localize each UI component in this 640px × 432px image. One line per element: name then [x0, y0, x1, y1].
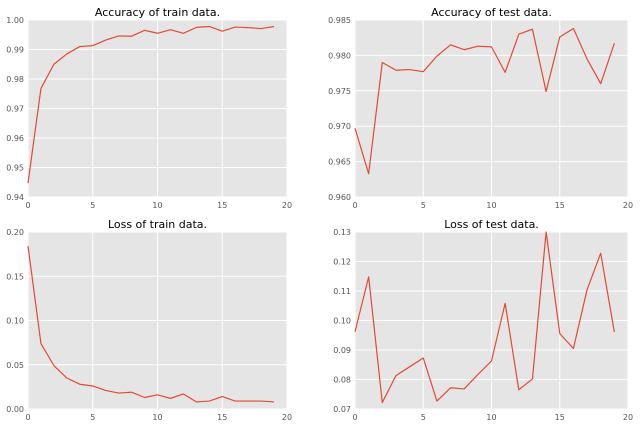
panel-train-accuracy: 0 5 10 15 20 0.94 0.95 0.96 0.97 0.98 0.99 1.00 Ac…	[6, 6, 292, 210]
x-tick-label: 15	[555, 413, 565, 422]
series-line	[354, 231, 615, 404]
y-tick-label: 0.960	[328, 193, 351, 202]
x-tick-label: 20	[623, 413, 633, 422]
x-tick-label: 0	[352, 413, 357, 422]
y-tick-label: 0.09	[333, 346, 351, 355]
y-tick-label: 0.00	[6, 405, 24, 414]
x-tick-label: 20	[282, 201, 292, 210]
x-ticks: 0 5 10 15 20	[352, 201, 633, 210]
y-tick-label: 0.05	[6, 361, 24, 370]
y-tick-label: 0.96	[6, 134, 24, 143]
y-tick-label: 0.12	[333, 258, 351, 267]
y-tick-label: 0.13	[333, 228, 351, 237]
panel-test-loss: 0 5 10 15 20 0.07 0.08 0.09 0.10 0.11 0.12 0.13 Lo…	[333, 218, 633, 422]
y-ticks: 0.07 0.08 0.09 0.10 0.11 0.12 0.13	[333, 228, 351, 414]
y-tick-label: 0.15	[6, 272, 24, 281]
x-tick-label: 5	[421, 413, 426, 422]
y-tick-label: 1.00	[6, 16, 24, 25]
y-tick-label: 0.20	[6, 228, 24, 237]
y-tick-label: 0.985	[328, 16, 351, 25]
x-ticks: 0 5 10 15 20	[25, 413, 292, 422]
y-tick-label: 0.970	[328, 122, 351, 131]
grid	[27, 231, 288, 410]
y-tick-label: 0.07	[333, 405, 351, 414]
y-tick-label: 0.94	[6, 193, 24, 202]
y-tick-label: 0.98	[6, 75, 24, 84]
y-tick-label: 0.980	[328, 51, 351, 60]
grid	[354, 19, 629, 198]
x-tick-label: 20	[282, 413, 292, 422]
y-tick-label: 0.08	[333, 376, 351, 385]
x-tick-label: 15	[217, 413, 227, 422]
panel-test-accuracy: 0 5 10 15 20 0.9600.9650.9700.9750.9800.985 …	[328, 6, 633, 210]
x-tick-label: 5	[90, 413, 95, 422]
series-line	[27, 25, 275, 184]
y-ticks: 0.94 0.95 0.96 0.97 0.98 0.99 1.00	[6, 16, 24, 202]
x-tick-label: 15	[555, 201, 565, 210]
x-tick-label: 20	[623, 201, 633, 210]
x-ticks: 0 5 10 15 20	[25, 201, 292, 210]
x-tick-label: 10	[152, 413, 162, 422]
y-tick-label: 0.97	[6, 105, 24, 114]
x-tick-label: 0	[25, 413, 30, 422]
y-ticks: 0.960 0.965 0.970 0.975 0.980 0.985	[328, 16, 351, 202]
panel-title: Loss of test data.	[444, 218, 539, 231]
y-tick-label: 0.99	[6, 46, 24, 55]
x-tick-label: 5	[90, 201, 95, 210]
y-tick-label: 0.95	[6, 164, 24, 173]
grid	[354, 231, 629, 410]
y-tick-label: 0.11	[333, 287, 351, 296]
panel-title: Loss of train data.	[108, 218, 207, 231]
x-ticks: 0 5 10 15 20	[352, 413, 633, 422]
x-tick-label: 10	[486, 201, 496, 210]
y-tick-label: 0.965	[328, 158, 351, 167]
panel-train-loss: 0 5 10 15 20 0.00 0.05 0.10 0.15 0.20 Loss of tr…	[6, 218, 292, 422]
y-ticks: 0.00 0.05 0.10 0.15 0.20	[6, 228, 24, 414]
x-tick-label: 5	[421, 201, 426, 210]
x-tick-label: 10	[486, 413, 496, 422]
grid	[27, 19, 288, 198]
y-tick-label: 0.975	[328, 87, 351, 96]
y-tick-label: 0.10	[6, 317, 24, 326]
series-line	[27, 246, 275, 403]
x-tick-label: 10	[152, 201, 162, 210]
x-tick-label: 0	[25, 201, 30, 210]
series-line	[354, 27, 615, 175]
panel-title: Accuracy of train data.	[95, 6, 220, 19]
y-tick-label: 0.10	[333, 317, 351, 326]
x-tick-label: 0	[352, 201, 357, 210]
x-tick-label: 15	[217, 201, 227, 210]
panel-title: Accuracy of test data.	[431, 6, 552, 19]
